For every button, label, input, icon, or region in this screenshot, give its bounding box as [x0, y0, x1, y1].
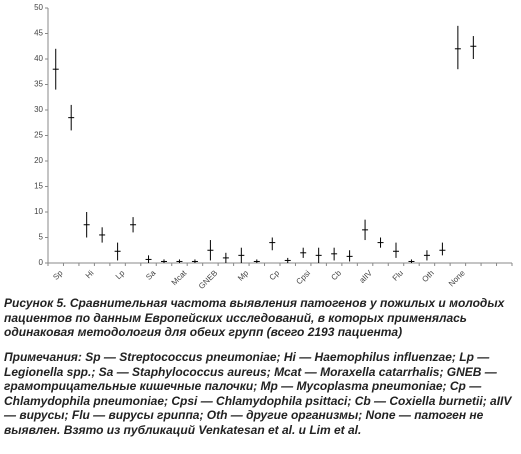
y-tick-label: 15	[34, 182, 43, 191]
y-tick-label: 25	[34, 131, 43, 140]
y-tick-label: 30	[34, 105, 43, 114]
chart: 0 5 10 15 20 25 30 35 40 45 50 Sp Hi Lp Sa Mcat GNEB Mp Cp…	[34, 3, 513, 290]
y-tick-label: 20	[34, 156, 43, 165]
x-tick-label: Sa	[144, 268, 158, 282]
x-tick-label: Hi	[84, 268, 96, 280]
x-tick-label: Mcat	[170, 268, 189, 287]
x-tick-label: aIIV	[358, 268, 375, 285]
y-tick-label: 35	[34, 80, 43, 89]
x-tick-label: GNEB	[197, 269, 219, 290]
x-tick-label: Lp	[114, 268, 127, 281]
x-tick-label: Cp	[268, 268, 282, 282]
y-tick-label: 45	[34, 29, 43, 38]
x-tick-label: Mp	[236, 268, 251, 283]
x-tick-label: None	[447, 268, 467, 288]
x-tick-label: Oth	[420, 269, 435, 284]
x-tick-label: Cb	[329, 268, 343, 282]
x-tick-label: Sp	[51, 268, 65, 282]
y-tick-label: 0	[39, 258, 44, 267]
y-tick-label: 5	[39, 233, 44, 242]
caption: Рисунок 5. Сравнительная частота выявлен…	[4, 296, 505, 339]
y-tick-label: 40	[34, 54, 43, 63]
x-tick-label: Cpsi	[294, 268, 312, 286]
notes: Примечания: Sp — Streptococcus pneumonia…	[4, 350, 512, 437]
x-tick-label: Flu	[391, 269, 405, 283]
y-tick-label: 10	[34, 207, 43, 216]
y-tick-label: 50	[34, 3, 43, 12]
